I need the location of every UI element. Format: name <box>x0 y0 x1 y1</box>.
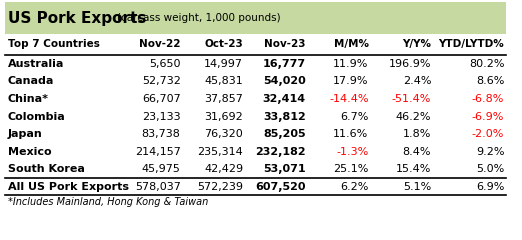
Text: 15.4%: 15.4% <box>396 164 431 174</box>
Text: 37,857: 37,857 <box>205 94 243 104</box>
Text: 607,520: 607,520 <box>255 182 306 192</box>
Text: 66,707: 66,707 <box>142 94 181 104</box>
Text: 32,414: 32,414 <box>263 94 306 104</box>
Text: 25.1%: 25.1% <box>333 164 369 174</box>
Text: -1.3%: -1.3% <box>336 147 369 156</box>
Text: 33,812: 33,812 <box>263 112 306 121</box>
Text: 31,692: 31,692 <box>205 112 243 121</box>
Text: (carcass weight, 1,000 pounds): (carcass weight, 1,000 pounds) <box>117 13 281 23</box>
Text: -6.8%: -6.8% <box>472 94 504 104</box>
Text: 5.1%: 5.1% <box>403 182 431 192</box>
Text: 572,239: 572,239 <box>197 182 243 192</box>
Text: 54,020: 54,020 <box>263 77 306 86</box>
Text: -51.4%: -51.4% <box>392 94 431 104</box>
Text: 196.9%: 196.9% <box>389 59 431 69</box>
Text: YTD/LYTD%: YTD/LYTD% <box>438 39 504 49</box>
Text: -14.4%: -14.4% <box>329 94 369 104</box>
Text: Colombia: Colombia <box>8 112 66 121</box>
Text: 5.0%: 5.0% <box>476 164 504 174</box>
Text: 232,182: 232,182 <box>255 147 306 156</box>
Text: 85,205: 85,205 <box>263 129 306 139</box>
Text: 14,997: 14,997 <box>204 59 243 69</box>
Text: Australia: Australia <box>8 59 64 69</box>
Text: 5,650: 5,650 <box>149 59 181 69</box>
Text: 16,777: 16,777 <box>263 59 306 69</box>
Text: 2.4%: 2.4% <box>402 77 431 86</box>
Text: 23,133: 23,133 <box>142 112 181 121</box>
Text: Mexico: Mexico <box>8 147 52 156</box>
Text: 53,071: 53,071 <box>263 164 306 174</box>
Text: 214,157: 214,157 <box>135 147 181 156</box>
Text: *Includes Mainland, Hong Kong & Taiwan: *Includes Mainland, Hong Kong & Taiwan <box>8 197 208 207</box>
Text: 52,732: 52,732 <box>142 77 181 86</box>
Text: 45,975: 45,975 <box>142 164 181 174</box>
Text: 6.9%: 6.9% <box>476 182 504 192</box>
Text: All US Pork Exports: All US Pork Exports <box>8 182 129 192</box>
Text: Y/Y%: Y/Y% <box>402 39 431 49</box>
Text: 83,738: 83,738 <box>142 129 181 139</box>
Text: 9.2%: 9.2% <box>476 147 504 156</box>
Text: 8.4%: 8.4% <box>402 147 431 156</box>
Text: 45,831: 45,831 <box>205 77 243 86</box>
Text: 8.6%: 8.6% <box>476 77 504 86</box>
Text: 578,037: 578,037 <box>135 182 181 192</box>
Text: South Korea: South Korea <box>8 164 85 174</box>
Text: -6.9%: -6.9% <box>472 112 504 121</box>
Text: Japan: Japan <box>8 129 43 139</box>
Bar <box>5 2 506 34</box>
Text: 235,314: 235,314 <box>197 147 243 156</box>
Text: 17.9%: 17.9% <box>333 77 369 86</box>
Text: China*: China* <box>8 94 49 104</box>
Text: 42,429: 42,429 <box>204 164 243 174</box>
Text: Oct-23: Oct-23 <box>205 39 243 49</box>
Text: 6.7%: 6.7% <box>340 112 369 121</box>
Text: US Pork Exports: US Pork Exports <box>8 11 146 25</box>
Text: 80.2%: 80.2% <box>469 59 504 69</box>
Text: Nov-23: Nov-23 <box>264 39 306 49</box>
Text: -2.0%: -2.0% <box>472 129 504 139</box>
Text: 46.2%: 46.2% <box>396 112 431 121</box>
Text: 11.9%: 11.9% <box>333 59 369 69</box>
Text: M/M%: M/M% <box>334 39 369 49</box>
Text: 1.8%: 1.8% <box>403 129 431 139</box>
Text: 6.2%: 6.2% <box>340 182 369 192</box>
Text: Top 7 Countries: Top 7 Countries <box>8 39 100 49</box>
Text: Nov-22: Nov-22 <box>139 39 181 49</box>
Text: Canada: Canada <box>8 77 54 86</box>
Text: 11.6%: 11.6% <box>333 129 369 139</box>
Text: 76,320: 76,320 <box>205 129 243 139</box>
